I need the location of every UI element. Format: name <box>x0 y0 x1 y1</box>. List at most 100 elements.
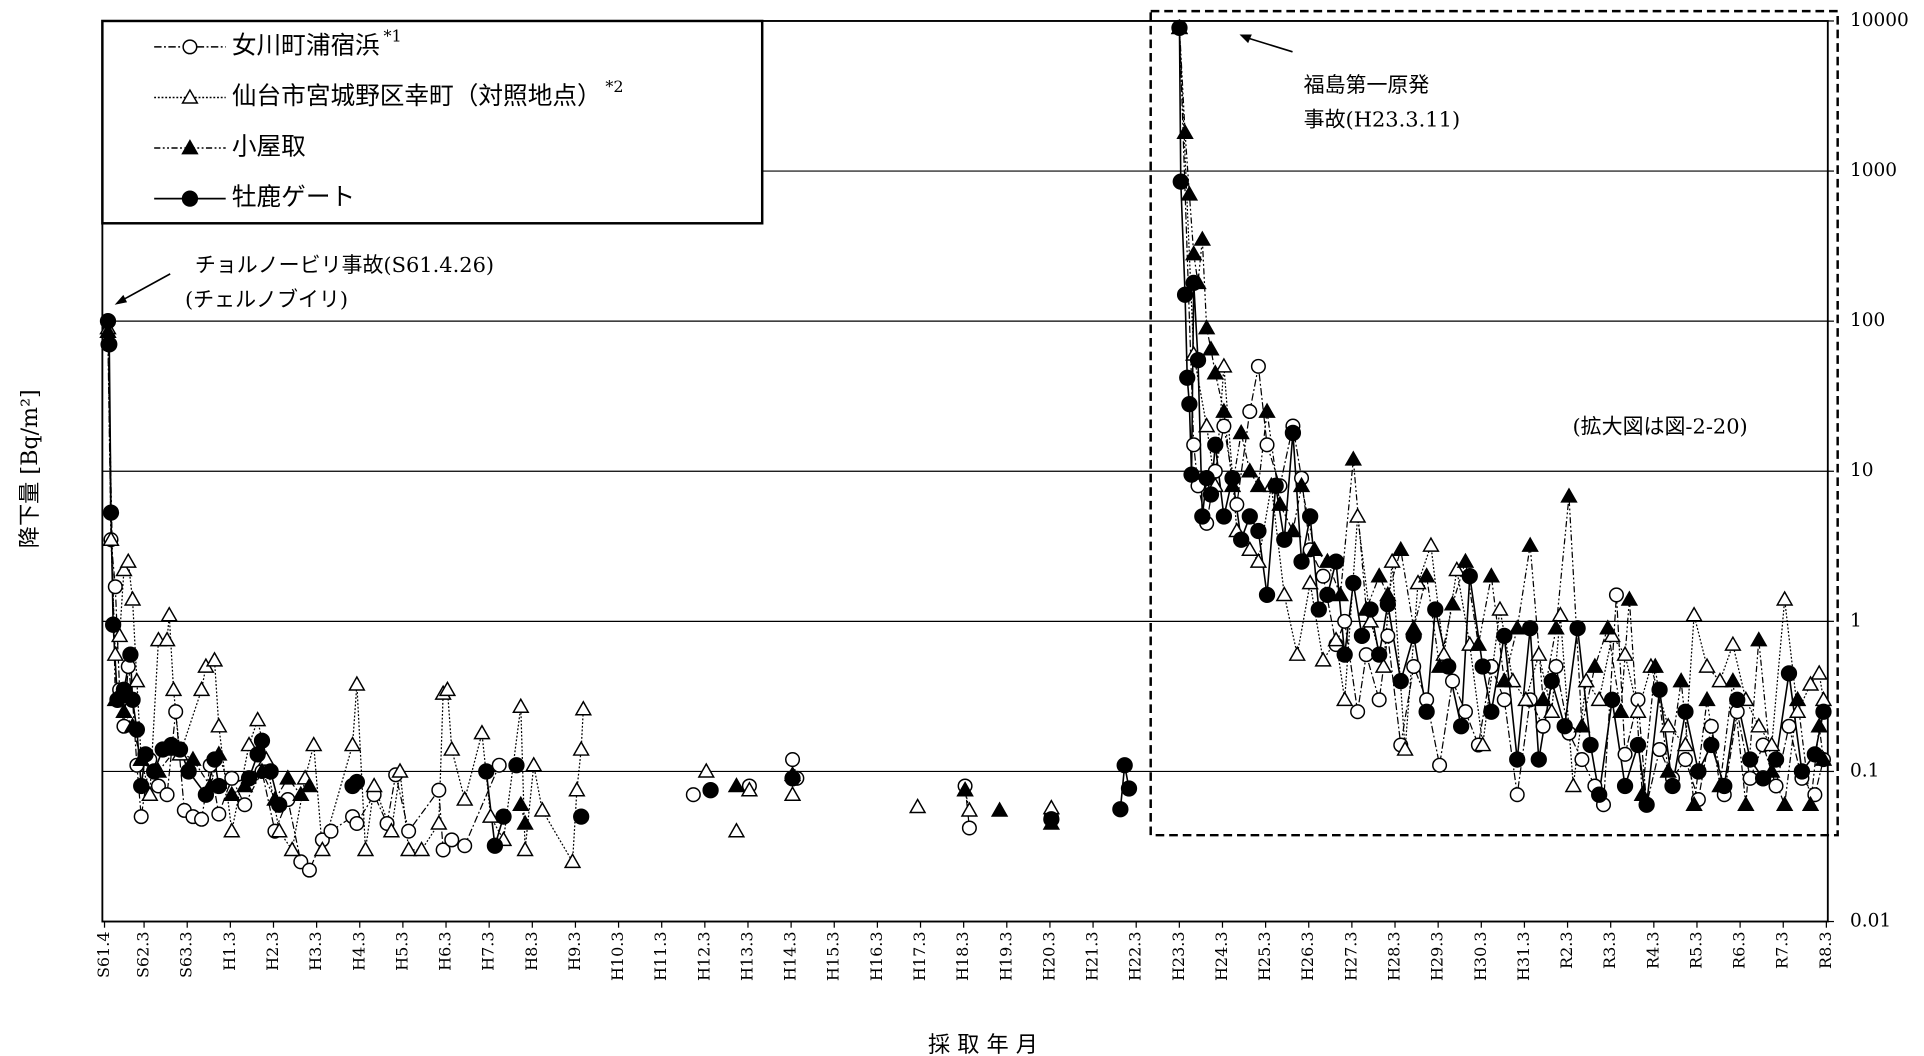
point <box>101 336 118 353</box>
point <box>1551 606 1570 622</box>
y-axis-label: 降下量 [Bq/m²] <box>17 389 43 548</box>
y-tick-label: 1000 <box>1850 160 1897 181</box>
point <box>457 838 473 854</box>
point <box>206 751 223 768</box>
point <box>1788 690 1807 707</box>
point <box>210 717 228 733</box>
point <box>1250 522 1267 540</box>
point <box>262 763 279 780</box>
annotation-arrow <box>118 273 171 303</box>
point <box>160 606 178 622</box>
point <box>1768 778 1784 794</box>
point <box>1448 561 1466 577</box>
point <box>1417 567 1436 583</box>
point <box>1371 692 1387 708</box>
point <box>1767 751 1785 768</box>
point <box>1742 770 1758 786</box>
point <box>1271 495 1289 511</box>
point <box>563 852 582 869</box>
point <box>240 736 258 752</box>
point <box>1276 531 1293 548</box>
x-tick-label: H14.3 <box>781 931 800 981</box>
point <box>1577 672 1595 688</box>
point <box>1806 746 1823 763</box>
point <box>1754 770 1772 787</box>
point <box>1288 645 1306 661</box>
x-tick-label: H9.3 <box>565 931 584 970</box>
point <box>211 806 227 822</box>
point <box>1616 777 1634 795</box>
point <box>990 801 1009 817</box>
x-tick-label: H13.3 <box>737 931 756 981</box>
point <box>1534 690 1552 707</box>
point <box>1183 466 1200 483</box>
point <box>223 822 241 838</box>
point <box>99 313 117 330</box>
x-tick-label: H5.3 <box>392 931 411 970</box>
point <box>1474 658 1491 675</box>
point <box>283 841 301 857</box>
point <box>1469 635 1488 651</box>
point <box>197 786 215 803</box>
point <box>1232 424 1250 440</box>
point <box>1370 567 1388 583</box>
x-tick-label: H12.3 <box>694 931 713 981</box>
point <box>1801 795 1820 812</box>
point <box>1344 450 1362 466</box>
point <box>115 561 133 577</box>
point <box>1603 691 1621 708</box>
point <box>348 773 366 791</box>
point <box>1750 631 1768 647</box>
x-tick-label: H15.3 <box>824 931 843 981</box>
point <box>313 841 332 857</box>
point <box>1250 358 1266 374</box>
y-tick-label: 10 <box>1850 460 1874 481</box>
point <box>1591 786 1608 803</box>
point <box>1737 795 1755 812</box>
point <box>1435 645 1453 661</box>
point <box>1305 540 1324 557</box>
x-tick-label: S61.4 <box>94 931 113 978</box>
point <box>1629 702 1647 719</box>
x-tick-label: H6.3 <box>436 931 455 970</box>
point <box>1350 704 1366 720</box>
point <box>1672 672 1690 688</box>
point <box>292 785 310 801</box>
x-tick-label: S62.3 <box>134 931 153 978</box>
point <box>1189 351 1207 369</box>
point <box>1620 590 1639 606</box>
point <box>1521 536 1539 552</box>
point <box>1496 692 1512 708</box>
point <box>1616 645 1634 661</box>
point <box>1586 657 1604 673</box>
point <box>908 798 927 814</box>
point <box>1043 811 1060 828</box>
point <box>115 702 133 719</box>
arrow-head <box>114 294 128 305</box>
point <box>740 781 759 797</box>
point <box>237 797 253 813</box>
series-line <box>107 27 1825 864</box>
point <box>481 807 500 823</box>
point <box>391 762 409 778</box>
point <box>1556 718 1573 735</box>
point <box>1617 746 1633 762</box>
point <box>1444 673 1461 689</box>
point <box>1573 717 1591 733</box>
point <box>1483 703 1500 720</box>
point <box>356 841 375 857</box>
point <box>784 770 801 787</box>
point <box>1319 586 1336 604</box>
point <box>1432 757 1448 773</box>
x-tick-label: H31.3 <box>1514 931 1533 981</box>
point <box>1453 718 1470 735</box>
point <box>1509 787 1525 803</box>
point <box>1371 646 1388 663</box>
point <box>1517 690 1535 707</box>
point <box>1422 536 1440 552</box>
y-tick-label: 0.1 <box>1850 760 1879 781</box>
point <box>1427 601 1444 618</box>
point <box>1197 319 1216 335</box>
point <box>1258 402 1276 418</box>
point <box>128 672 146 688</box>
